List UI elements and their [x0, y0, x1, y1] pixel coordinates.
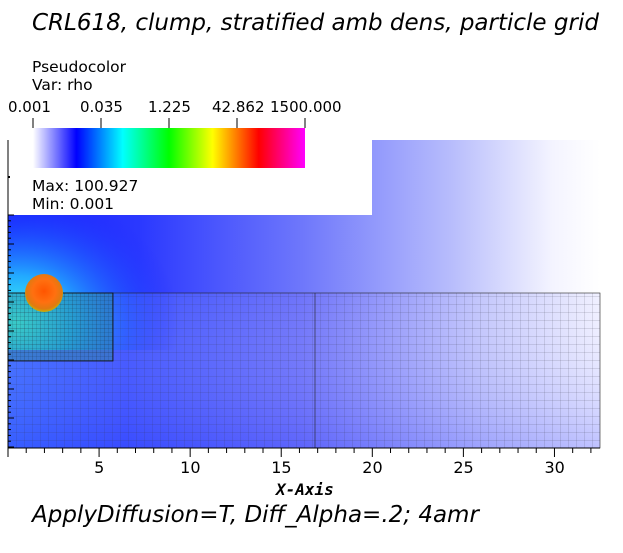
legend-var-label: Var: rho: [32, 76, 93, 94]
colorbar-tick-label: 1500.000: [270, 98, 342, 116]
x-tick-label: 30: [544, 458, 565, 477]
colorbar-tick-label: 1.225: [148, 98, 191, 116]
min-value: 0.001: [69, 195, 115, 213]
legend-type-label: Pseudocolor: [32, 58, 126, 76]
colorbar-gradient: [33, 128, 305, 168]
x-tick-label: 10: [180, 458, 201, 477]
marker-dot: [8, 176, 10, 178]
amr-grid: [7, 292, 601, 449]
max-value: 100.927: [74, 177, 139, 195]
max-label: Max:: [32, 177, 70, 195]
y-axis-ticks: [8, 214, 14, 448]
x-tick-label: 20: [362, 458, 383, 477]
x-tick-label: 25: [453, 458, 474, 477]
colorbar-tick-label: 42.862: [212, 98, 265, 116]
colorbar: [32, 118, 306, 168]
plot-axes: [7, 140, 600, 457]
x-axis-ticks: [7, 448, 592, 457]
footer-caption: ApplyDiffusion=T, Diff_Alpha=.2; 4amr: [32, 502, 479, 528]
max-stat: Max: 100.927: [32, 177, 138, 195]
plot-title: CRL618, clump, stratified amb dens, part…: [32, 10, 599, 36]
x-tick-label: 15: [271, 458, 292, 477]
colorbar-tick-label: 0.035: [80, 98, 123, 116]
min-stat: Min: 0.001: [32, 195, 114, 213]
colorbar-tick-label: 0.001: [8, 98, 51, 116]
min-label: Min:: [32, 195, 65, 213]
x-tick-label: 5: [94, 458, 105, 477]
x-axis-title: X-Axis: [276, 480, 334, 499]
clump-marker: [25, 274, 63, 312]
